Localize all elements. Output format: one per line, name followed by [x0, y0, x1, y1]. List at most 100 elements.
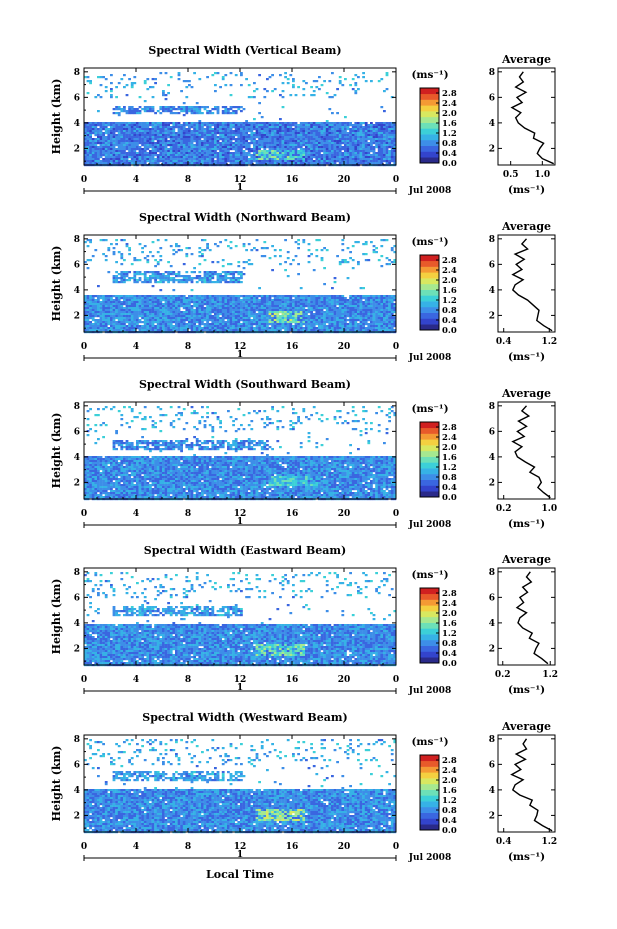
heatmap-cell: [214, 108, 217, 111]
heatmap-cell: [359, 297, 363, 300]
heatmap-cell: [302, 297, 306, 300]
heatmap-cell: [227, 160, 230, 163]
heatmap-cell: [341, 297, 345, 300]
heatmap-cell: [104, 299, 108, 302]
heatmap-cell: [86, 146, 90, 149]
heatmap-cell: [357, 297, 360, 300]
heatmap-cell: [338, 80, 342, 83]
heatmap-cell: [286, 142, 290, 145]
heatmap-cell: [154, 138, 157, 141]
heatmap-cell: [312, 144, 316, 147]
heatmap-cell: [159, 259, 163, 262]
heatmap-cell: [362, 72, 365, 75]
heatmap-cell: [156, 162, 160, 165]
heatmap-cell: [102, 138, 105, 141]
heatmap-cell: [377, 317, 381, 320]
heatmap-cell: [383, 150, 386, 153]
heatmap-cell: [169, 158, 173, 161]
heatmap-cell: [104, 295, 108, 298]
heatmap-cell: [294, 158, 298, 161]
heatmap-cell: [315, 305, 319, 308]
heatmap-cell: [393, 160, 397, 163]
heatmap-cell: [359, 319, 363, 322]
heatmap-cell: [312, 136, 316, 139]
heatmap-cell: [164, 132, 168, 135]
heatmap-cell: [299, 317, 303, 320]
heatmap-cell: [130, 134, 134, 137]
heatmap-cell: [136, 307, 139, 310]
heatmap-cell: [203, 259, 207, 262]
heatmap-cell: [133, 122, 137, 125]
heatmap-cell: [190, 279, 194, 282]
heatmap-cell: [289, 128, 293, 131]
heatmap-cell: [388, 259, 391, 262]
heatmap-cell: [276, 152, 280, 155]
heatmap-cell: [336, 142, 339, 145]
heatmap-cell: [333, 122, 337, 125]
heatmap-cell: [240, 273, 243, 276]
heatmap-cell: [221, 311, 225, 314]
heatmap-cell: [255, 299, 259, 302]
heatmap-cell: [149, 142, 152, 145]
heatmap-cell: [263, 154, 267, 157]
heatmap-cell: [185, 307, 189, 310]
heatmap-cell: [393, 142, 397, 145]
heatmap-cell: [146, 303, 150, 306]
heatmap-cell: [86, 76, 90, 79]
heatmap-cell: [193, 148, 196, 151]
heatmap-cell: [151, 313, 155, 316]
heatmap-cell: [188, 142, 191, 145]
heatmap-cell: [390, 152, 394, 155]
heatmap-cell: [333, 94, 337, 97]
heatmap-cell: [169, 142, 173, 145]
heatmap-cell: [159, 136, 163, 139]
heatmap-cell: [266, 146, 269, 149]
heatmap-cell: [240, 311, 243, 314]
heatmap-cell: [315, 249, 319, 252]
heatmap-cell: [263, 142, 267, 145]
heatmap-cell: [372, 160, 376, 163]
heatmap-cell: [84, 261, 87, 264]
heatmap-cell: [198, 138, 202, 141]
heatmap-cell: [219, 301, 222, 304]
heatmap-cell: [104, 301, 108, 304]
heatmap-cell: [370, 307, 373, 310]
heatmap-cell: [263, 315, 267, 318]
heatmap-cell: [208, 154, 212, 157]
heatmap-cell: [97, 124, 100, 127]
heatmap-cell: [276, 317, 280, 320]
heatmap-cell: [297, 263, 300, 266]
heatmap-cell: [201, 162, 204, 165]
heatmap-cell: [167, 275, 170, 278]
heatmap-cell: [273, 162, 277, 165]
heatmap-cell: [84, 309, 87, 312]
heatmap-cell: [123, 301, 126, 304]
heatmap-cell: [388, 140, 391, 143]
heatmap-cell: [89, 241, 92, 244]
heatmap-cell: [229, 271, 233, 274]
heatmap-cell: [377, 130, 381, 133]
heatmap-cell: [167, 148, 170, 151]
heatmap-cell: [281, 132, 285, 135]
heatmap-cell: [247, 146, 251, 149]
heatmap-cell: [201, 301, 204, 304]
heatmap-cell: [162, 144, 165, 147]
heatmap-cell: [305, 313, 308, 316]
heatmap-cell: [227, 136, 230, 139]
heatmap-cell: [227, 132, 230, 135]
heatmap-cell: [110, 134, 113, 137]
heatmap-cell: [297, 247, 300, 250]
heatmap-cell: [164, 128, 168, 131]
heatmap-cell: [297, 319, 300, 322]
heatmap-cell: [346, 299, 350, 302]
heatmap-cell: [94, 128, 98, 131]
heatmap-cell: [255, 303, 259, 306]
heatmap-cell: [216, 140, 220, 143]
heatmap-cell: [375, 122, 378, 125]
heatmap-cell: [84, 152, 87, 155]
heatmap-cell: [221, 299, 225, 302]
heatmap-cell: [89, 162, 92, 165]
heatmap-cell: [107, 299, 111, 302]
heatmap-cell: [276, 303, 280, 306]
heatmap-cell: [302, 305, 306, 308]
